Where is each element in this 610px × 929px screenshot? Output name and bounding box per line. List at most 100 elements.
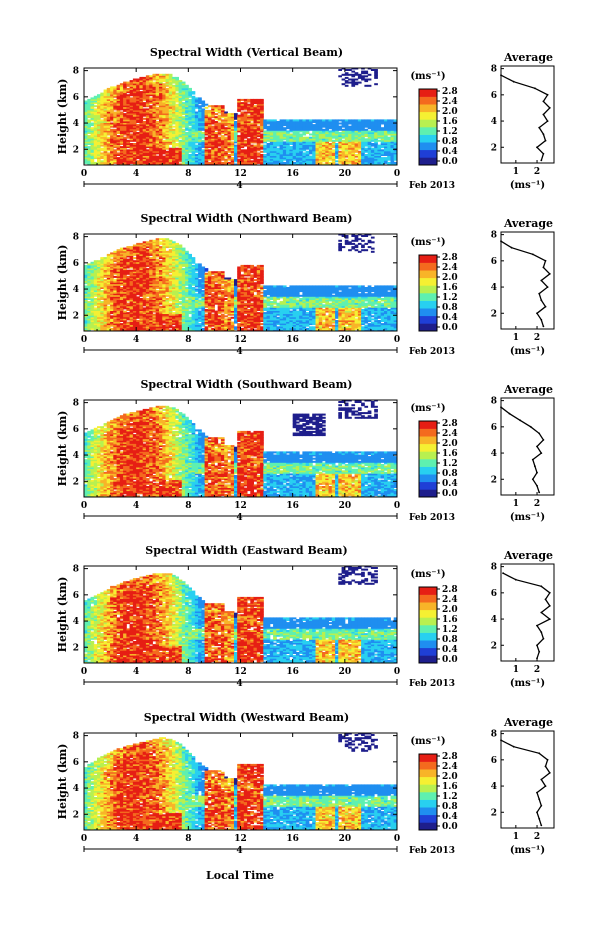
heatmap-cell xyxy=(119,327,124,330)
heatmap-cell xyxy=(100,282,104,285)
heatmap-cell xyxy=(194,160,199,163)
heatmap-cell xyxy=(237,158,241,161)
heatmap-cell xyxy=(110,130,114,133)
heatmap-cell xyxy=(123,277,127,280)
heatmap-cell xyxy=(273,160,277,163)
heatmap-cell xyxy=(185,92,189,95)
heatmap-cell xyxy=(384,128,388,131)
heatmap-cell xyxy=(230,124,235,127)
heatmap-cell xyxy=(230,121,235,123)
heatmap-cell xyxy=(136,264,140,267)
heatmap-cell xyxy=(220,146,225,149)
heatmap-cell xyxy=(260,155,264,158)
heatmap-cell xyxy=(106,152,111,155)
heatmap-cell xyxy=(211,133,215,136)
heatmap-cell xyxy=(204,143,209,145)
heatmap-cell xyxy=(103,261,108,264)
heatmap-cell xyxy=(116,255,121,258)
colorbar-frame xyxy=(418,88,438,166)
heatmap-cell xyxy=(230,144,235,147)
heatmap-cell xyxy=(348,127,352,130)
heatmap-cell xyxy=(126,294,131,297)
heatmap-cell xyxy=(384,150,388,153)
heatmap-cell xyxy=(136,263,140,266)
heatmap-cell xyxy=(188,141,192,144)
heatmap-cell xyxy=(194,149,199,152)
heatmap-cell xyxy=(93,271,98,274)
heatmap-cell xyxy=(191,154,196,156)
heatmap-cell xyxy=(168,113,173,116)
heatmap-cell xyxy=(168,103,173,106)
heatmap-cell xyxy=(116,274,121,277)
heatmap-cell xyxy=(139,133,144,136)
heatmap-cell xyxy=(220,109,225,112)
heatmap-cell xyxy=(162,155,166,158)
heatmap-cell xyxy=(123,81,127,84)
heatmap-cell xyxy=(204,103,209,106)
heatmap-cell xyxy=(132,155,137,158)
heatmap-cell xyxy=(152,158,157,161)
heatmap-cell xyxy=(243,132,248,134)
heatmap-cell xyxy=(331,152,336,155)
heatmap-cell xyxy=(84,146,88,149)
heatmap-cell xyxy=(276,150,281,153)
heatmap-cell xyxy=(129,253,134,256)
heatmap-cell xyxy=(93,264,98,267)
heatmap-cell xyxy=(198,109,202,112)
heatmap-cell xyxy=(309,157,313,160)
heatmap-cell xyxy=(116,272,121,275)
heatmap-cell xyxy=(181,136,186,139)
heatmap-cell xyxy=(351,78,356,81)
heatmap-cell xyxy=(165,160,170,163)
heatmap-cell xyxy=(155,136,160,139)
heatmap-cell xyxy=(145,141,150,144)
heatmap-cell xyxy=(100,114,104,117)
heatmap-cell xyxy=(185,154,189,156)
heatmap-cell xyxy=(390,149,395,152)
heatmap-cell xyxy=(292,157,297,160)
heatmap-cell xyxy=(250,100,254,103)
heatmap-cell xyxy=(234,150,238,153)
heatmap-cell xyxy=(364,150,369,153)
heatmap-cell xyxy=(273,152,277,155)
heatmap-cell xyxy=(240,113,245,116)
heatmap-cell xyxy=(331,139,336,142)
heatmap-cell xyxy=(370,150,375,153)
heatmap-cell xyxy=(335,143,339,145)
heatmap-cell xyxy=(119,160,124,163)
heatmap-cell xyxy=(387,119,391,122)
heatmap-cell xyxy=(175,128,179,131)
heatmap-cell xyxy=(152,98,157,101)
heatmap-cell xyxy=(136,100,140,103)
heatmap-cell xyxy=(139,277,144,280)
heatmap-cell xyxy=(269,149,274,152)
heatmap-cell xyxy=(266,147,271,150)
heatmap-cell xyxy=(273,141,277,144)
heatmap-cell xyxy=(295,143,300,145)
heatmap-cell xyxy=(155,94,160,97)
heatmap-cell xyxy=(325,147,329,150)
heatmap-cell xyxy=(152,160,157,163)
heatmap-cell xyxy=(159,111,163,114)
heatmap-cell xyxy=(145,298,150,300)
heatmap-cell xyxy=(234,141,238,144)
heatmap-cell xyxy=(204,147,209,150)
heatmap-cell xyxy=(113,144,117,147)
heatmap-cell xyxy=(282,141,287,144)
heatmap-cell xyxy=(103,264,108,267)
heatmap-cell xyxy=(113,305,117,308)
heatmap-cell xyxy=(90,323,95,326)
heatmap-cell xyxy=(159,136,163,139)
heatmap-cell xyxy=(87,310,91,313)
heatmap-cell xyxy=(263,127,267,130)
heatmap-cell xyxy=(312,124,316,127)
heatmap-cell xyxy=(370,132,375,134)
heatmap-cell xyxy=(119,130,124,133)
heatmap-cell xyxy=(309,163,313,166)
heatmap-cell xyxy=(100,301,104,304)
heatmap-cell xyxy=(240,108,245,111)
heatmap-cell xyxy=(263,132,267,134)
heatmap-cell xyxy=(136,91,140,94)
heatmap-cell xyxy=(110,102,114,105)
heatmap-cell xyxy=(240,119,245,122)
